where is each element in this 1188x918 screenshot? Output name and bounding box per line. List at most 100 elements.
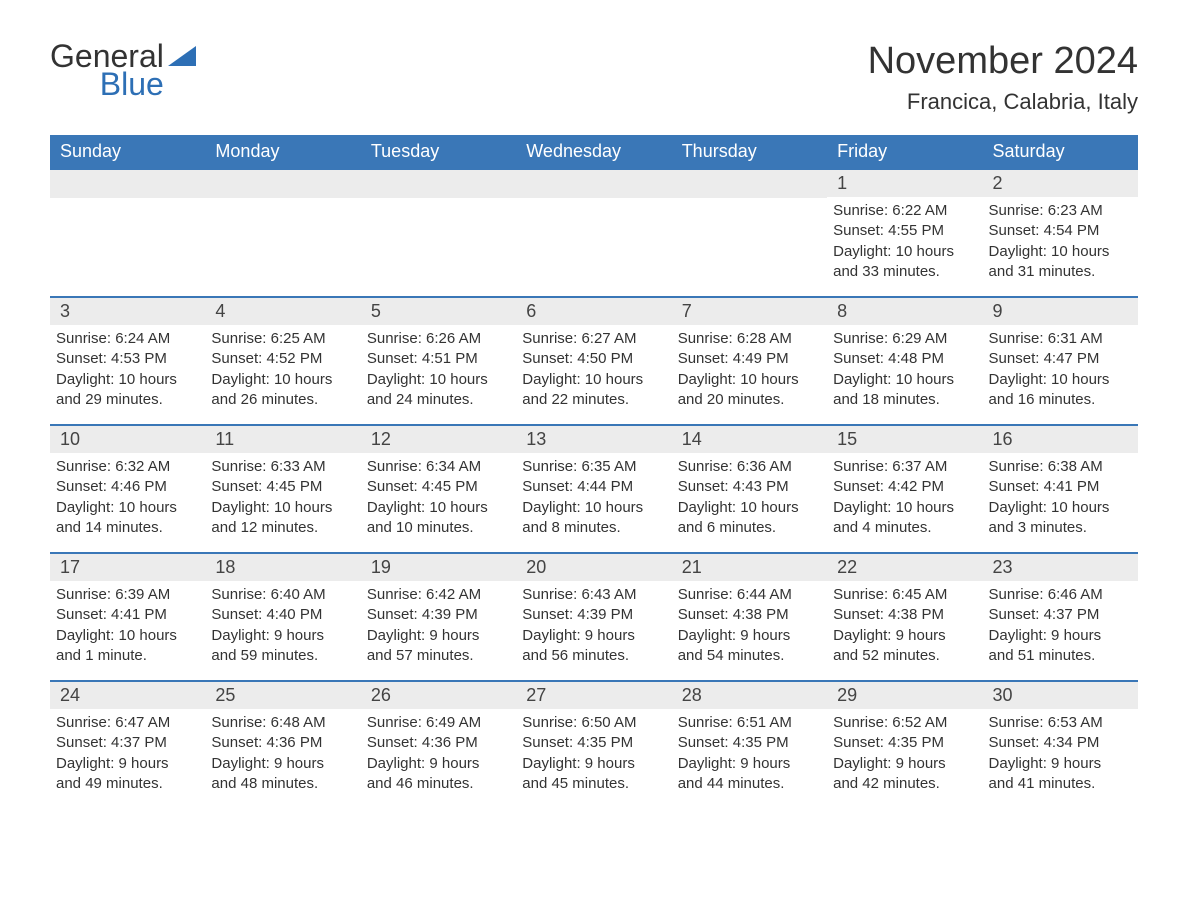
daylight-text-1: Daylight: 10 hours [56, 498, 195, 518]
date-cell: 26Sunrise: 6:49 AMSunset: 4:36 PMDayligh… [361, 681, 516, 809]
date-body: Sunrise: 6:45 AMSunset: 4:38 PMDaylight:… [827, 581, 982, 676]
date-cell: 19Sunrise: 6:42 AMSunset: 4:39 PMDayligh… [361, 553, 516, 681]
empty-date-header [361, 170, 516, 198]
daylight-text-1: Daylight: 9 hours [678, 754, 817, 774]
date-number: 23 [983, 554, 1138, 581]
sunrise-text: Sunrise: 6:53 AM [989, 713, 1128, 733]
header: General Blue November 2024 Francica, Cal… [50, 40, 1138, 115]
date-body: Sunrise: 6:43 AMSunset: 4:39 PMDaylight:… [516, 581, 671, 676]
daylight-text-1: Daylight: 9 hours [56, 754, 195, 774]
daylight-text-2: and 6 minutes. [678, 518, 817, 538]
daylight-text-2: and 22 minutes. [522, 390, 661, 410]
daylight-text-2: and 44 minutes. [678, 774, 817, 794]
daylight-text-2: and 49 minutes. [56, 774, 195, 794]
date-number: 8 [827, 298, 982, 325]
date-cell: 23Sunrise: 6:46 AMSunset: 4:37 PMDayligh… [983, 553, 1138, 681]
date-cell: 30Sunrise: 6:53 AMSunset: 4:34 PMDayligh… [983, 681, 1138, 809]
sunset-text: Sunset: 4:37 PM [989, 605, 1128, 625]
sunrise-text: Sunrise: 6:45 AM [833, 585, 972, 605]
date-cell: 28Sunrise: 6:51 AMSunset: 4:35 PMDayligh… [672, 681, 827, 809]
date-cell: 13Sunrise: 6:35 AMSunset: 4:44 PMDayligh… [516, 425, 671, 553]
date-cell: 8Sunrise: 6:29 AMSunset: 4:48 PMDaylight… [827, 297, 982, 425]
date-cell: 21Sunrise: 6:44 AMSunset: 4:38 PMDayligh… [672, 553, 827, 681]
sunrise-text: Sunrise: 6:37 AM [833, 457, 972, 477]
date-number: 25 [205, 682, 360, 709]
sunset-text: Sunset: 4:40 PM [211, 605, 350, 625]
empty-date-header [205, 170, 360, 198]
empty-date-header [672, 170, 827, 198]
daylight-text-2: and 57 minutes. [367, 646, 506, 666]
date-cell: 12Sunrise: 6:34 AMSunset: 4:45 PMDayligh… [361, 425, 516, 553]
sunset-text: Sunset: 4:46 PM [56, 477, 195, 497]
day-header: Tuesday [361, 135, 516, 169]
date-body: Sunrise: 6:49 AMSunset: 4:36 PMDaylight:… [361, 709, 516, 804]
daylight-text-1: Daylight: 9 hours [522, 626, 661, 646]
sunrise-text: Sunrise: 6:26 AM [367, 329, 506, 349]
daylight-text-1: Daylight: 9 hours [989, 626, 1128, 646]
sunset-text: Sunset: 4:35 PM [522, 733, 661, 753]
daylight-text-2: and 41 minutes. [989, 774, 1128, 794]
sunset-text: Sunset: 4:55 PM [833, 221, 972, 241]
day-header: Saturday [983, 135, 1138, 169]
date-body: Sunrise: 6:47 AMSunset: 4:37 PMDaylight:… [50, 709, 205, 804]
date-cell: 18Sunrise: 6:40 AMSunset: 4:40 PMDayligh… [205, 553, 360, 681]
daylight-text-1: Daylight: 10 hours [522, 370, 661, 390]
date-number: 17 [50, 554, 205, 581]
date-cell: 1Sunrise: 6:22 AMSunset: 4:55 PMDaylight… [827, 169, 982, 297]
week-row: 1Sunrise: 6:22 AMSunset: 4:55 PMDaylight… [50, 169, 1138, 297]
date-number: 13 [516, 426, 671, 453]
date-number: 7 [672, 298, 827, 325]
logo: General Blue [50, 40, 196, 100]
daylight-text-2: and 56 minutes. [522, 646, 661, 666]
date-body: Sunrise: 6:25 AMSunset: 4:52 PMDaylight:… [205, 325, 360, 420]
date-body: Sunrise: 6:38 AMSunset: 4:41 PMDaylight:… [983, 453, 1138, 548]
sunset-text: Sunset: 4:35 PM [678, 733, 817, 753]
daylight-text-2: and 48 minutes. [211, 774, 350, 794]
daylight-text-2: and 26 minutes. [211, 390, 350, 410]
month-title: November 2024 [868, 40, 1138, 83]
date-number: 15 [827, 426, 982, 453]
daylight-text-1: Daylight: 9 hours [367, 626, 506, 646]
sunset-text: Sunset: 4:52 PM [211, 349, 350, 369]
sunrise-text: Sunrise: 6:39 AM [56, 585, 195, 605]
daylight-text-2: and 12 minutes. [211, 518, 350, 538]
daylight-text-2: and 42 minutes. [833, 774, 972, 794]
date-number: 5 [361, 298, 516, 325]
daylight-text-1: Daylight: 10 hours [367, 370, 506, 390]
date-body: Sunrise: 6:33 AMSunset: 4:45 PMDaylight:… [205, 453, 360, 548]
daylight-text-2: and 45 minutes. [522, 774, 661, 794]
daylight-text-1: Daylight: 9 hours [678, 626, 817, 646]
sunset-text: Sunset: 4:43 PM [678, 477, 817, 497]
date-number: 12 [361, 426, 516, 453]
date-number: 20 [516, 554, 671, 581]
sunset-text: Sunset: 4:39 PM [522, 605, 661, 625]
daylight-text-2: and 52 minutes. [833, 646, 972, 666]
location: Francica, Calabria, Italy [868, 89, 1138, 115]
calendar-table: SundayMondayTuesdayWednesdayThursdayFrid… [50, 135, 1138, 809]
sunset-text: Sunset: 4:51 PM [367, 349, 506, 369]
date-cell: 17Sunrise: 6:39 AMSunset: 4:41 PMDayligh… [50, 553, 205, 681]
sunrise-text: Sunrise: 6:34 AM [367, 457, 506, 477]
day-header: Sunday [50, 135, 205, 169]
sunrise-text: Sunrise: 6:50 AM [522, 713, 661, 733]
date-number: 9 [983, 298, 1138, 325]
sunset-text: Sunset: 4:50 PM [522, 349, 661, 369]
date-body: Sunrise: 6:22 AMSunset: 4:55 PMDaylight:… [827, 197, 982, 292]
date-cell: 3Sunrise: 6:24 AMSunset: 4:53 PMDaylight… [50, 297, 205, 425]
sunrise-text: Sunrise: 6:27 AM [522, 329, 661, 349]
date-number: 28 [672, 682, 827, 709]
date-body: Sunrise: 6:27 AMSunset: 4:50 PMDaylight:… [516, 325, 671, 420]
day-header: Friday [827, 135, 982, 169]
date-body: Sunrise: 6:36 AMSunset: 4:43 PMDaylight:… [672, 453, 827, 548]
sunrise-text: Sunrise: 6:31 AM [989, 329, 1128, 349]
date-number: 18 [205, 554, 360, 581]
daylight-text-1: Daylight: 10 hours [833, 242, 972, 262]
logo-text: General Blue [50, 40, 164, 100]
date-cell: 6Sunrise: 6:27 AMSunset: 4:50 PMDaylight… [516, 297, 671, 425]
daylight-text-1: Daylight: 10 hours [678, 498, 817, 518]
daylight-text-1: Daylight: 10 hours [367, 498, 506, 518]
date-body: Sunrise: 6:39 AMSunset: 4:41 PMDaylight:… [50, 581, 205, 676]
sunset-text: Sunset: 4:45 PM [211, 477, 350, 497]
date-cell: 11Sunrise: 6:33 AMSunset: 4:45 PMDayligh… [205, 425, 360, 553]
daylight-text-2: and 54 minutes. [678, 646, 817, 666]
